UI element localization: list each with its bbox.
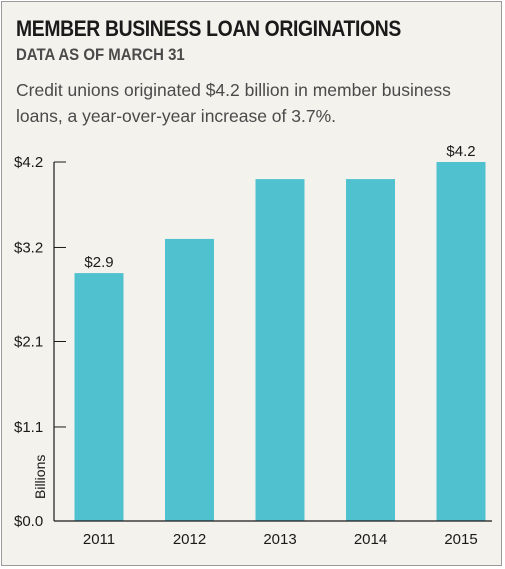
- data-label-2011: $2.9: [84, 254, 113, 271]
- chart-description: Credit unions originated $4.2 billion in…: [16, 80, 451, 126]
- x-tick-label: 2011: [83, 531, 115, 548]
- x-axis-ticks: 2011 2012 2013 2014 2015: [83, 531, 478, 548]
- bars: [74, 162, 486, 521]
- y-tick-label: $2.1: [14, 334, 43, 351]
- bar-2013: [255, 179, 305, 521]
- bar-2014: [346, 179, 395, 521]
- y-tick-label: $4.2: [14, 154, 43, 171]
- data-labels: $2.9 $4.2: [84, 143, 475, 271]
- y-tick-label: $0.0: [14, 513, 43, 530]
- x-tick-label: 2015: [444, 531, 477, 548]
- x-tick-label: 2012: [173, 531, 206, 548]
- chart-title: MEMBER BUSINESS LOAN ORIGINATIONS: [16, 16, 401, 41]
- bar-2011: [74, 273, 124, 521]
- y-tick-label: $3.2: [14, 239, 43, 256]
- x-tick-label: 2013: [263, 531, 296, 548]
- y-tick-label: $1.1: [14, 419, 43, 436]
- y-axis-label: Billions: [32, 455, 48, 499]
- x-tick-label: 2014: [354, 531, 387, 548]
- bar-2015: [436, 162, 486, 521]
- bar-2012: [165, 238, 214, 521]
- data-label-2015: $4.2: [446, 143, 475, 160]
- chart-subtitle: DATA AS OF MARCH 31: [16, 45, 185, 64]
